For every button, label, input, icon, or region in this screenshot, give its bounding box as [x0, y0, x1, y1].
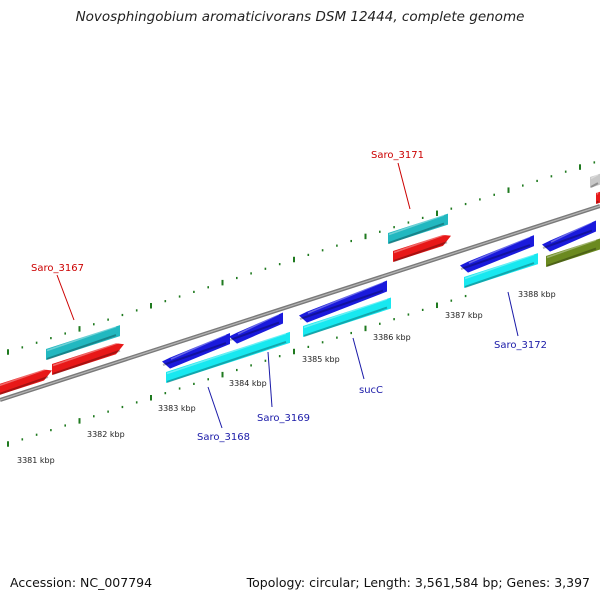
gene-succ-blue	[299, 280, 387, 323]
label-leaders	[56, 162, 519, 429]
gene-succ-cyan	[303, 297, 391, 337]
accession-text: Accession: NC_007794	[10, 575, 153, 590]
tick-row-upper	[7, 161, 596, 355]
kbp-label-3384: 3384 kbp	[229, 379, 267, 388]
genome-summary-text: Topology: circular; Length: 3,561,584 bp…	[246, 575, 590, 590]
gene-olive	[546, 238, 600, 267]
kbp-label-3387: 3387 kbp	[445, 311, 483, 320]
gene-red-3	[393, 233, 451, 262]
gene-label-saro-3171[interactable]: Saro_3171	[371, 150, 424, 161]
gene-blue-end	[542, 220, 596, 252]
gene-cyan-1	[166, 331, 290, 383]
gene-label-saro-3172[interactable]: Saro_3172	[494, 340, 547, 351]
leader-saro-3169	[267, 351, 273, 408]
kbp-label-3382: 3382 kbp	[87, 430, 125, 439]
kbp-label-3385: 3385 kbp	[302, 355, 340, 364]
gene-saro-3171-block	[388, 213, 448, 244]
leader-saro-3171	[397, 162, 411, 210]
leader-succ	[352, 337, 365, 380]
backbone	[0, 204, 600, 402]
kbp-label-3388: 3388 kbp	[518, 290, 556, 299]
tick-row-lower	[7, 294, 467, 447]
gene-red-4	[596, 191, 600, 204]
gene-label-saro-3168[interactable]: Saro_3168	[197, 432, 250, 443]
gene-label-saro-3167[interactable]: Saro_3167	[31, 263, 84, 274]
map-title: Novosphingobium aromaticivorans DSM 1244…	[75, 9, 525, 25]
gene-saro-3172-cyan	[464, 253, 538, 288]
kbp-label-3381: 3381 kbp	[17, 456, 55, 465]
gene-label-saro-3169[interactable]: Saro_3169	[257, 413, 310, 424]
leader-saro-3168	[207, 386, 223, 429]
gene-features	[0, 173, 600, 395]
kbp-label-3386: 3386 kbp	[373, 333, 411, 342]
gene-saro-3169-blue	[229, 312, 283, 344]
gene-grey	[590, 173, 600, 188]
gene-red-1	[0, 367, 52, 395]
leader-saro-3172	[507, 291, 519, 337]
kbp-label-3383: 3383 kbp	[158, 404, 196, 413]
leader-saro-3167	[56, 274, 75, 321]
gene-saro-3167-block	[46, 325, 120, 360]
gene-label-succ[interactable]: sucC	[359, 385, 383, 396]
gene-saro-3168-blue	[162, 333, 230, 369]
gene-red-2	[52, 341, 124, 375]
gene-saro-3172-blue	[460, 235, 534, 273]
